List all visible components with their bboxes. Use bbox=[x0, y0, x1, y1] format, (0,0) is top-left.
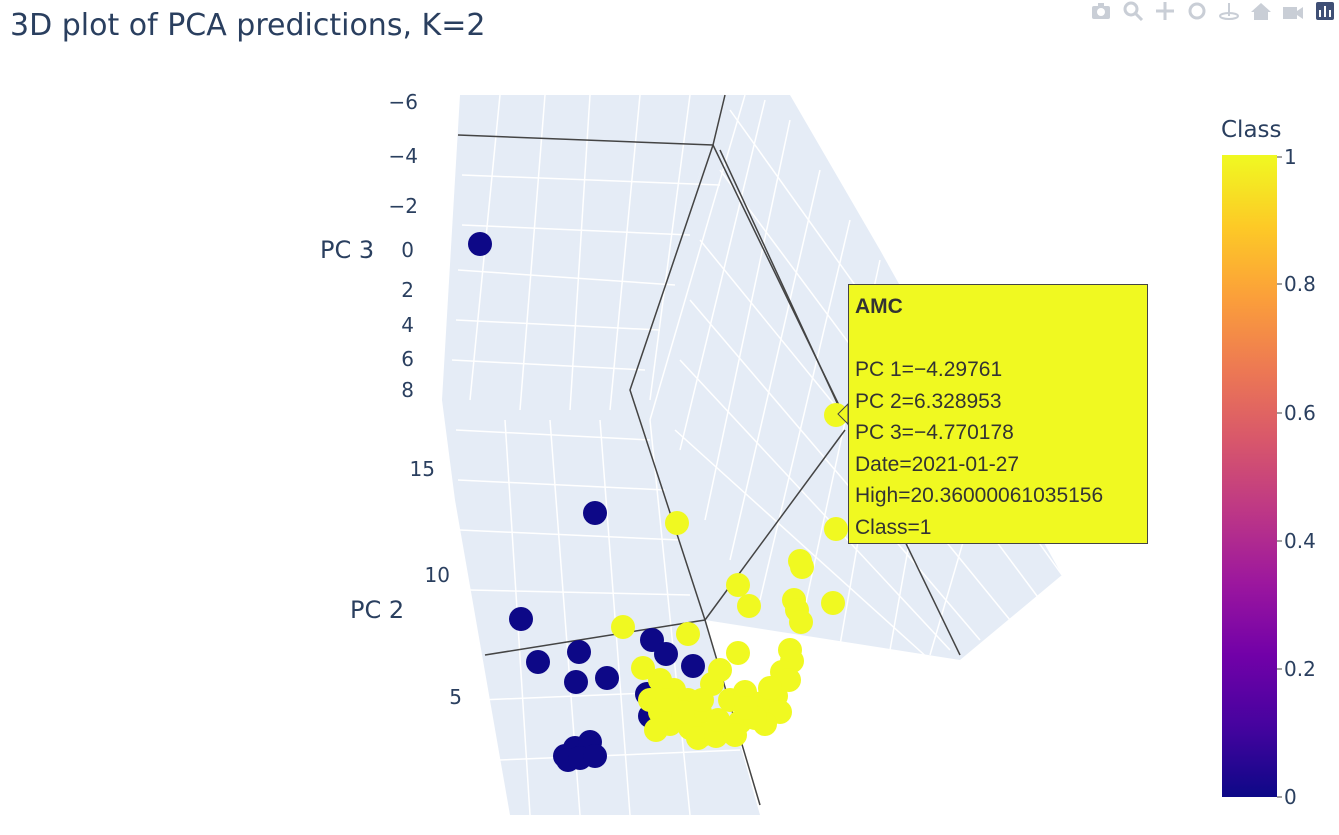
pc3-tick-label: 4 bbox=[401, 313, 414, 337]
reset-camera-icon[interactable] bbox=[1279, 0, 1307, 22]
home-icon[interactable] bbox=[1247, 0, 1275, 22]
marker-class-1[interactable] bbox=[824, 403, 848, 427]
tooltip-line-pc1: PC 1=−4.29761 bbox=[855, 358, 1003, 381]
colorbar-tick-label: 1 bbox=[1284, 145, 1297, 169]
turntable-icon[interactable] bbox=[1215, 0, 1243, 22]
plotly-logo-icon[interactable] bbox=[1311, 0, 1339, 22]
tooltip-title: AMC bbox=[855, 295, 903, 318]
marker-class-1[interactable] bbox=[723, 723, 747, 747]
pc3-tick-label: −6 bbox=[389, 90, 418, 114]
pc3-tick-label: −4 bbox=[389, 144, 418, 168]
colorbar-tick-labels: 1 0.8 0.6 0.4 0.2 0 bbox=[1277, 145, 1316, 809]
pan-icon[interactable] bbox=[1151, 0, 1179, 22]
marker-class-1[interactable] bbox=[824, 517, 848, 541]
colorbar bbox=[1222, 155, 1277, 797]
colorbar-tick-label: 0.6 bbox=[1284, 401, 1316, 425]
scatter-markers[interactable] bbox=[468, 232, 848, 772]
orbit-icon[interactable] bbox=[1183, 0, 1211, 22]
marker-class-1[interactable] bbox=[686, 726, 710, 750]
marker-class-1[interactable] bbox=[655, 688, 679, 712]
tooltip-line-pc3: PC 3=−4.770178 bbox=[855, 421, 1014, 444]
colorbar-title: Class bbox=[1221, 117, 1282, 143]
marker-class-1[interactable] bbox=[790, 555, 814, 579]
marker-class-1[interactable] bbox=[706, 708, 730, 732]
pc3-tick-label: 2 bbox=[401, 278, 414, 302]
tooltip-line-date: Date=2021-01-27 bbox=[855, 452, 1020, 476]
marker-class-1[interactable] bbox=[690, 688, 714, 712]
marker-class-0[interactable] bbox=[654, 642, 678, 666]
marker-class-0[interactable] bbox=[583, 501, 607, 525]
marker-class-1[interactable] bbox=[611, 615, 635, 639]
hover-tooltip: AMC PC 1=−4.29761 PC 2=6.328953 PC 3=−4.… bbox=[848, 284, 1148, 544]
marker-class-1[interactable] bbox=[631, 656, 655, 680]
chart-title: 3D plot of PCA predictions, K=2 bbox=[10, 8, 486, 43]
zoom-icon[interactable] bbox=[1119, 0, 1147, 22]
marker-class-1[interactable] bbox=[737, 594, 761, 618]
modebar bbox=[1087, 0, 1339, 22]
marker-class-0[interactable] bbox=[583, 744, 607, 768]
marker-class-0[interactable] bbox=[509, 607, 533, 631]
marker-class-0[interactable] bbox=[526, 650, 550, 674]
marker-class-1[interactable] bbox=[665, 511, 689, 535]
marker-class-1[interactable] bbox=[644, 718, 668, 742]
colorbar-tick-label: 0.8 bbox=[1284, 272, 1316, 296]
marker-class-0[interactable] bbox=[564, 670, 588, 694]
marker-class-0[interactable] bbox=[595, 666, 619, 690]
marker-class-1[interactable] bbox=[726, 641, 750, 665]
colorbar-tick-label: 0 bbox=[1284, 785, 1297, 809]
pc3-tick-labels: −6 −4 −2 0 2 4 6 8 bbox=[389, 90, 418, 402]
tooltip-line-high: High=20.36000061035156 bbox=[855, 484, 1104, 507]
pc3-tick-label: 6 bbox=[401, 347, 414, 371]
pc3-tick-label: 0 bbox=[401, 238, 414, 262]
marker-class-1[interactable] bbox=[777, 668, 801, 692]
marker-class-1[interactable] bbox=[708, 658, 732, 682]
colorbar-tick-label: 0.2 bbox=[1284, 657, 1316, 681]
marker-class-1[interactable] bbox=[726, 573, 750, 597]
marker-class-0[interactable] bbox=[468, 232, 492, 256]
pc2-tick-label: 5 bbox=[449, 685, 462, 709]
marker-class-0[interactable] bbox=[567, 640, 591, 664]
marker-class-0[interactable] bbox=[681, 654, 705, 678]
tooltip-line-pc2: PC 2=6.328953 bbox=[855, 389, 1002, 413]
pc2-tick-label: 15 bbox=[410, 457, 435, 481]
pc3-axis-title: PC 3 bbox=[320, 236, 375, 264]
pc3-tick-label: 8 bbox=[401, 378, 414, 402]
marker-class-1[interactable] bbox=[638, 688, 662, 712]
marker-class-1[interactable] bbox=[676, 622, 700, 646]
pc3-tick-label: −2 bbox=[389, 194, 418, 218]
marker-class-1[interactable] bbox=[821, 591, 845, 615]
pc2-axis-title: PC 2 bbox=[350, 596, 405, 624]
colorbar-tick-label: 0.4 bbox=[1284, 529, 1316, 553]
marker-class-1[interactable] bbox=[758, 676, 782, 700]
camera-icon[interactable] bbox=[1087, 0, 1115, 22]
marker-class-1[interactable] bbox=[789, 610, 813, 634]
marker-class-1[interactable] bbox=[734, 696, 758, 720]
pc2-tick-label: 10 bbox=[425, 563, 450, 587]
pc2-tick-labels: 15 10 5 bbox=[410, 457, 462, 709]
tooltip-line-class: Class=1 bbox=[855, 515, 932, 539]
